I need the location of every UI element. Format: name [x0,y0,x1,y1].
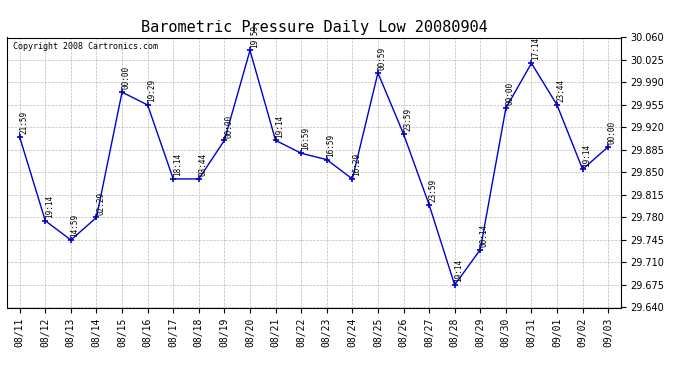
Text: 19:59: 19:59 [250,24,259,48]
Text: 14:59: 14:59 [70,214,79,237]
Text: 17:14: 17:14 [531,37,540,60]
Text: 23:44: 23:44 [557,79,566,102]
Text: 03:44: 03:44 [199,153,208,176]
Text: 00:00: 00:00 [608,121,617,144]
Text: 00:14: 00:14 [480,224,489,247]
Title: Barometric Pressure Daily Low 20080904: Barometric Pressure Daily Low 20080904 [141,20,487,35]
Text: 16:29: 16:29 [352,153,361,176]
Text: 23:59: 23:59 [403,108,412,131]
Text: 00:59: 00:59 [377,47,386,70]
Text: 18:14: 18:14 [173,153,182,176]
Text: 02:29: 02:29 [96,192,105,215]
Text: 19:14: 19:14 [582,143,591,166]
Text: 21:59: 21:59 [19,111,28,134]
Text: 19:14: 19:14 [275,114,284,138]
Text: Copyright 2008 Cartronics.com: Copyright 2008 Cartronics.com [13,42,158,51]
Text: 19:14: 19:14 [45,195,54,218]
Text: 09:00: 09:00 [506,82,515,105]
Text: 19:14: 19:14 [454,259,464,282]
Text: 16:59: 16:59 [301,127,310,150]
Text: 23:59: 23:59 [428,179,437,202]
Text: 16:59: 16:59 [326,134,335,157]
Text: 00:00: 00:00 [224,114,233,138]
Text: 00:00: 00:00 [121,66,130,89]
Text: 19:29: 19:29 [147,79,157,102]
